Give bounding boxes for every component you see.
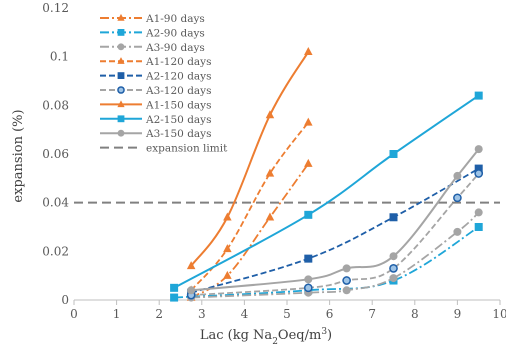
circle-marker <box>453 171 462 180</box>
circle-marker <box>389 264 398 273</box>
triangle-marker <box>223 212 232 221</box>
axes: 0 1 2 3 4 5 6 7 8 9 10 0 0.02 0.04 0.06 0.08 0.1 0.12 <box>42 1 506 321</box>
legend-label: A1-90 days <box>145 13 205 25</box>
x-tick-label: 6 <box>326 307 334 321</box>
x-tick-label: 10 <box>492 307 506 321</box>
triangle-marker <box>304 158 313 167</box>
x-tick-label: 7 <box>368 307 376 321</box>
series-line <box>191 211 480 299</box>
legend-label: A3-120 days <box>145 85 212 97</box>
square-marker <box>117 72 125 79</box>
x-tick-label: 4 <box>241 307 249 321</box>
circle-marker <box>474 145 483 154</box>
x-tick-label: 9 <box>454 307 462 321</box>
square-marker <box>170 293 179 302</box>
legend-label: A1-120 days <box>145 56 212 68</box>
square-marker <box>474 91 483 100</box>
triangle-marker <box>117 13 125 21</box>
legend-label: A2-150 days <box>145 114 212 126</box>
square-marker <box>117 29 125 36</box>
series-line <box>190 51 310 267</box>
square-marker <box>389 150 398 158</box>
x-tick-label: 3 <box>198 307 206 321</box>
circle-marker <box>342 264 351 273</box>
x-tick-label: 2 <box>155 307 163 321</box>
square-marker <box>389 213 398 222</box>
triangle-marker <box>265 110 275 119</box>
y-tick-label: 0 <box>61 293 69 307</box>
circle-marker <box>117 129 125 137</box>
y-tick-label: 0.1 <box>50 50 69 64</box>
circle-marker <box>453 227 462 236</box>
triangle-marker <box>304 47 313 55</box>
legend-label: A1-150 days <box>145 99 212 111</box>
triangle-marker <box>265 212 275 221</box>
circle-marker <box>117 43 125 51</box>
circle-marker <box>453 193 462 203</box>
triangle-marker <box>117 57 125 64</box>
circle-marker <box>342 276 351 285</box>
circle-marker <box>117 86 125 94</box>
triangle-marker <box>304 117 313 126</box>
legend: A1-90 days A2-90 days A3-90 days A1-120 day… <box>100 13 228 155</box>
legend-label: expansion limit <box>146 143 228 155</box>
series-line <box>191 172 480 297</box>
square-marker <box>474 223 483 231</box>
triangle-marker <box>186 261 196 270</box>
circle-marker <box>389 274 398 283</box>
circle-marker <box>304 275 313 284</box>
square-marker <box>117 115 125 123</box>
y-tick-label: 0.08 <box>42 98 69 112</box>
series-line <box>173 94 480 289</box>
series-line <box>190 121 310 291</box>
legend-label: A3-150 days <box>145 128 212 140</box>
triangle-marker <box>117 100 125 108</box>
axis-titles: Lac (kg Na2Oeq/m3) expansion (%) <box>11 109 332 347</box>
y-tick-label: 0.12 <box>42 1 69 15</box>
square-marker <box>474 164 483 173</box>
series-line <box>190 163 310 299</box>
series-line <box>190 167 480 294</box>
circle-marker <box>187 286 196 295</box>
legend-label: A3-90 days <box>145 42 205 54</box>
circle-marker <box>474 169 484 178</box>
y-tick-label: 0.04 <box>42 196 69 210</box>
x-tick-label: 0 <box>70 307 78 321</box>
y-axis-title: expansion (%) <box>11 109 26 202</box>
legend-label: A2-120 days <box>145 71 212 83</box>
series-line <box>174 226 480 299</box>
square-marker <box>170 283 179 292</box>
square-marker <box>304 254 313 263</box>
plot-area <box>74 47 500 302</box>
circle-marker <box>474 208 483 217</box>
circle-marker <box>303 283 313 293</box>
x-axis-title: Lac (kg Na2Oeq/m3) <box>200 327 332 347</box>
triangle-marker <box>223 270 232 279</box>
y-tick-label: 0.06 <box>42 147 69 161</box>
legend-label: A2-90 days <box>145 27 205 39</box>
y-tick-label: 0.02 <box>42 244 69 258</box>
x-tick-label: 1 <box>113 307 121 321</box>
x-tick-label: 8 <box>411 307 419 321</box>
triangle-marker <box>223 244 232 253</box>
circle-marker <box>342 286 351 295</box>
circle-marker <box>389 252 398 261</box>
triangle-marker <box>265 168 275 177</box>
square-marker <box>304 210 313 219</box>
x-tick-label: 5 <box>283 307 291 321</box>
